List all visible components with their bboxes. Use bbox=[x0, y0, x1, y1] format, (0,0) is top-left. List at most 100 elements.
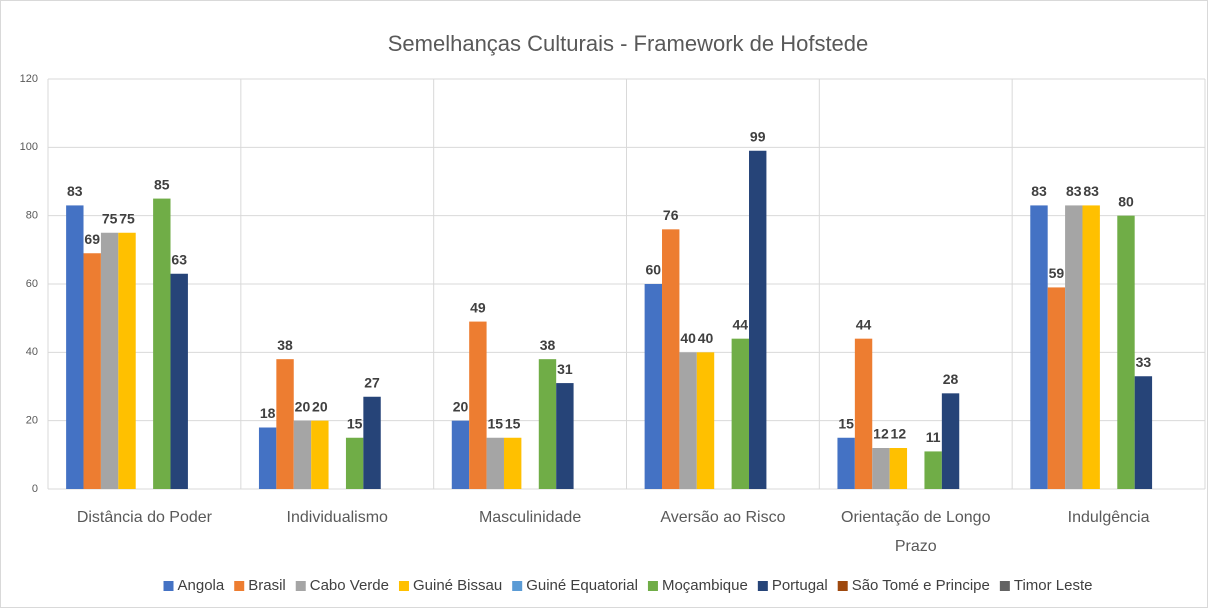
data-label: 60 bbox=[646, 262, 662, 278]
bar bbox=[556, 383, 574, 489]
x-tick-label: Masculinidade bbox=[479, 509, 581, 526]
data-label: 38 bbox=[540, 337, 556, 353]
data-label: 80 bbox=[1118, 193, 1134, 209]
bar bbox=[837, 437, 855, 489]
bar bbox=[293, 420, 312, 489]
legend-swatch bbox=[163, 581, 174, 591]
data-label: 83 bbox=[1066, 183, 1082, 199]
data-label: 44 bbox=[733, 316, 749, 332]
data-label: 12 bbox=[873, 426, 889, 442]
data-label: 20 bbox=[312, 398, 328, 414]
data-label: 69 bbox=[84, 231, 100, 247]
data-label: 75 bbox=[119, 210, 135, 226]
bar bbox=[1117, 215, 1135, 489]
bar bbox=[153, 198, 171, 490]
legend-swatch bbox=[757, 581, 768, 591]
data-label: 20 bbox=[295, 398, 311, 414]
bar bbox=[872, 448, 890, 489]
bar bbox=[1030, 205, 1048, 489]
legend-swatch bbox=[512, 581, 523, 591]
data-label: 49 bbox=[470, 299, 486, 315]
y-tick-label: 20 bbox=[26, 415, 38, 427]
y-tick-label: 100 bbox=[20, 141, 38, 153]
legend-label: Angola bbox=[178, 577, 225, 594]
legend-swatch bbox=[999, 581, 1010, 591]
y-tick-label: 0 bbox=[32, 483, 38, 495]
bar bbox=[503, 437, 522, 489]
bar bbox=[170, 273, 188, 489]
bar bbox=[941, 393, 960, 489]
x-tick-label: Orientação de Longo Prazo bbox=[841, 509, 991, 555]
bar bbox=[118, 232, 136, 489]
data-label: 40 bbox=[698, 330, 714, 346]
legend-swatch bbox=[647, 581, 658, 591]
chart-title: Semelhanças Culturais - Framework de Hof… bbox=[388, 31, 869, 56]
bar bbox=[345, 437, 364, 489]
data-label: 15 bbox=[487, 415, 503, 431]
legend-swatch bbox=[295, 581, 306, 591]
x-tick-line: Prazo bbox=[895, 538, 937, 555]
data-label: 99 bbox=[750, 128, 766, 144]
data-label: 83 bbox=[1083, 183, 1099, 199]
data-label: 83 bbox=[1031, 183, 1047, 199]
bar bbox=[696, 352, 715, 489]
data-label: 85 bbox=[154, 176, 170, 192]
data-label: 76 bbox=[663, 207, 679, 223]
bar bbox=[854, 338, 873, 489]
bar bbox=[451, 420, 470, 489]
legend-swatch bbox=[234, 581, 245, 591]
data-label: 31 bbox=[557, 361, 573, 377]
x-tick-label: Individualismo bbox=[287, 509, 388, 526]
bar bbox=[679, 352, 697, 489]
y-tick-label: 60 bbox=[26, 278, 38, 290]
bar bbox=[924, 451, 942, 489]
legend-label: Portugal bbox=[772, 577, 828, 594]
legend-swatch bbox=[398, 581, 409, 591]
y-tick-label: 80 bbox=[26, 210, 38, 222]
y-tick-label: 120 bbox=[20, 73, 38, 85]
legend-label: Guiné Equatorial bbox=[526, 577, 638, 594]
x-tick-label: Distância do Poder bbox=[77, 509, 213, 526]
bar bbox=[363, 396, 381, 489]
bar bbox=[1134, 376, 1153, 489]
bar bbox=[311, 420, 329, 489]
legend-swatch bbox=[837, 581, 848, 591]
bar bbox=[1065, 205, 1083, 489]
data-label: 75 bbox=[102, 210, 118, 226]
bar bbox=[258, 427, 277, 489]
data-label: 15 bbox=[505, 415, 521, 431]
bar bbox=[1047, 287, 1066, 489]
data-label: 63 bbox=[171, 251, 187, 267]
legend-label: Timor Leste bbox=[1014, 577, 1093, 594]
data-label: 18 bbox=[260, 405, 276, 421]
bar bbox=[644, 284, 663, 489]
data-label: 15 bbox=[347, 415, 363, 431]
legend-label: Moçambique bbox=[662, 577, 748, 594]
bar bbox=[731, 338, 750, 489]
data-label: 28 bbox=[943, 371, 959, 387]
x-tick-line: Orientação de Longo bbox=[841, 509, 991, 526]
bar bbox=[486, 437, 504, 489]
data-label: 27 bbox=[364, 374, 380, 390]
data-label: 44 bbox=[856, 316, 872, 332]
data-label: 11 bbox=[926, 429, 941, 445]
legend-label: Guiné Bissau bbox=[413, 577, 502, 594]
bar bbox=[469, 321, 487, 489]
bar bbox=[749, 150, 767, 489]
data-label: 20 bbox=[453, 398, 469, 414]
legend-label: Brasil bbox=[248, 577, 286, 594]
bar bbox=[100, 232, 119, 489]
data-label: 59 bbox=[1049, 265, 1065, 281]
bar bbox=[83, 253, 101, 489]
bar bbox=[889, 448, 908, 489]
data-label: 33 bbox=[1136, 354, 1152, 370]
legend-label: Cabo Verde bbox=[310, 577, 389, 594]
bar bbox=[66, 205, 84, 489]
x-tick-label: Aversão ao Risco bbox=[660, 509, 785, 526]
x-tick-label: Indulgência bbox=[1068, 509, 1150, 526]
bar bbox=[276, 359, 294, 489]
bar bbox=[662, 229, 680, 490]
bar bbox=[1082, 205, 1100, 489]
